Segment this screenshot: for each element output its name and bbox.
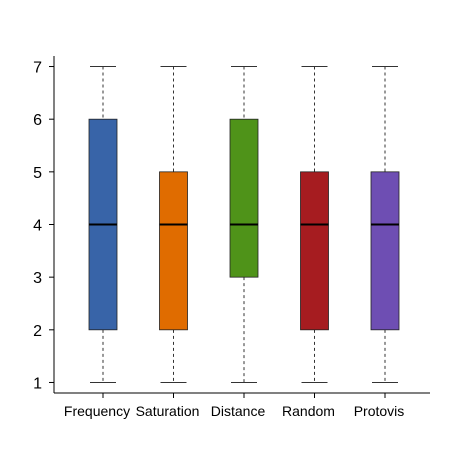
boxes [88,66,400,383]
x-tick-label: Distance [211,403,266,419]
x-tick-label: Frequency [64,403,130,419]
box-frequency [88,66,118,383]
iqr-box [229,118,259,278]
y-tick-label: 7 [33,60,42,77]
axes [49,56,430,398]
x-tick-label: Random [282,403,335,419]
y-tick-label: 3 [33,270,42,287]
box-protovis [370,66,400,383]
y-tick-label: 1 [33,375,42,392]
box-random [300,66,329,383]
y-tick-label: 4 [33,218,42,235]
x-tick-label: Saturation [136,403,200,419]
iqr-box [159,171,188,331]
x-tick-label: Protovis [354,403,405,419]
box-saturation [159,66,188,383]
box-distance [229,66,259,383]
iqr-box [300,171,329,331]
y-tick-label: 5 [33,165,42,182]
y-tick-label: 2 [33,323,42,340]
y-tick-label: 6 [33,112,42,129]
labels: 1 2 3 4 5 6 7 Frequency Saturation Distance Random… [33,60,404,419]
iqr-box [370,171,400,331]
